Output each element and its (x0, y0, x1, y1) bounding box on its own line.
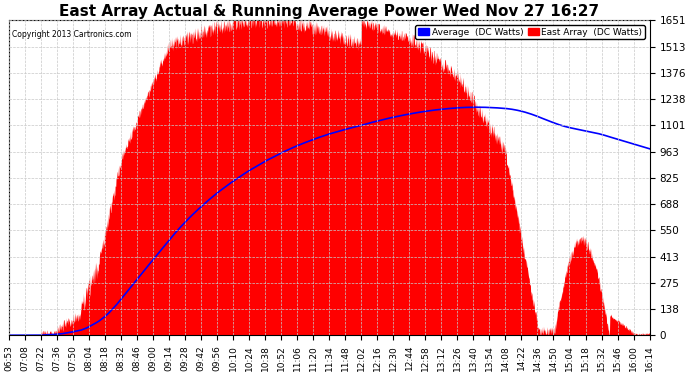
Text: Copyright 2013 Cartronics.com: Copyright 2013 Cartronics.com (12, 30, 131, 39)
Title: East Array Actual & Running Average Power Wed Nov 27 16:27: East Array Actual & Running Average Powe… (59, 4, 599, 19)
Legend: Average  (DC Watts), East Array  (DC Watts): Average (DC Watts), East Array (DC Watts… (415, 25, 645, 39)
